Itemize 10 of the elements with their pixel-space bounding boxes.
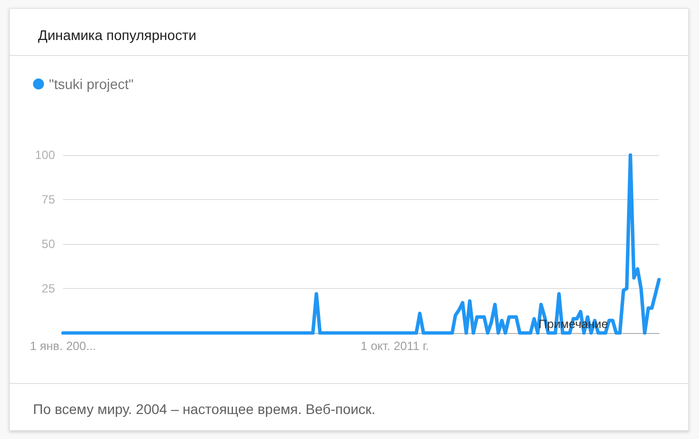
y-tick-label: 25 [42,282,56,296]
text: По всему миру. 2004 – настоящее время. Веб-поиск. [33,401,376,417]
y-tick-label: 75 [42,192,56,206]
line-series [61,153,661,335]
chart-title: Динамика популярности [38,27,196,43]
y-tick-label: 100 [34,148,56,162]
legend-label: "tsuki project" [49,76,134,92]
x-tick-label: 1 окт. 2011 г. [360,339,429,353]
x-tick-label: 1 янв. 200... [30,339,96,353]
y-tick-label: 50 [42,237,56,251]
